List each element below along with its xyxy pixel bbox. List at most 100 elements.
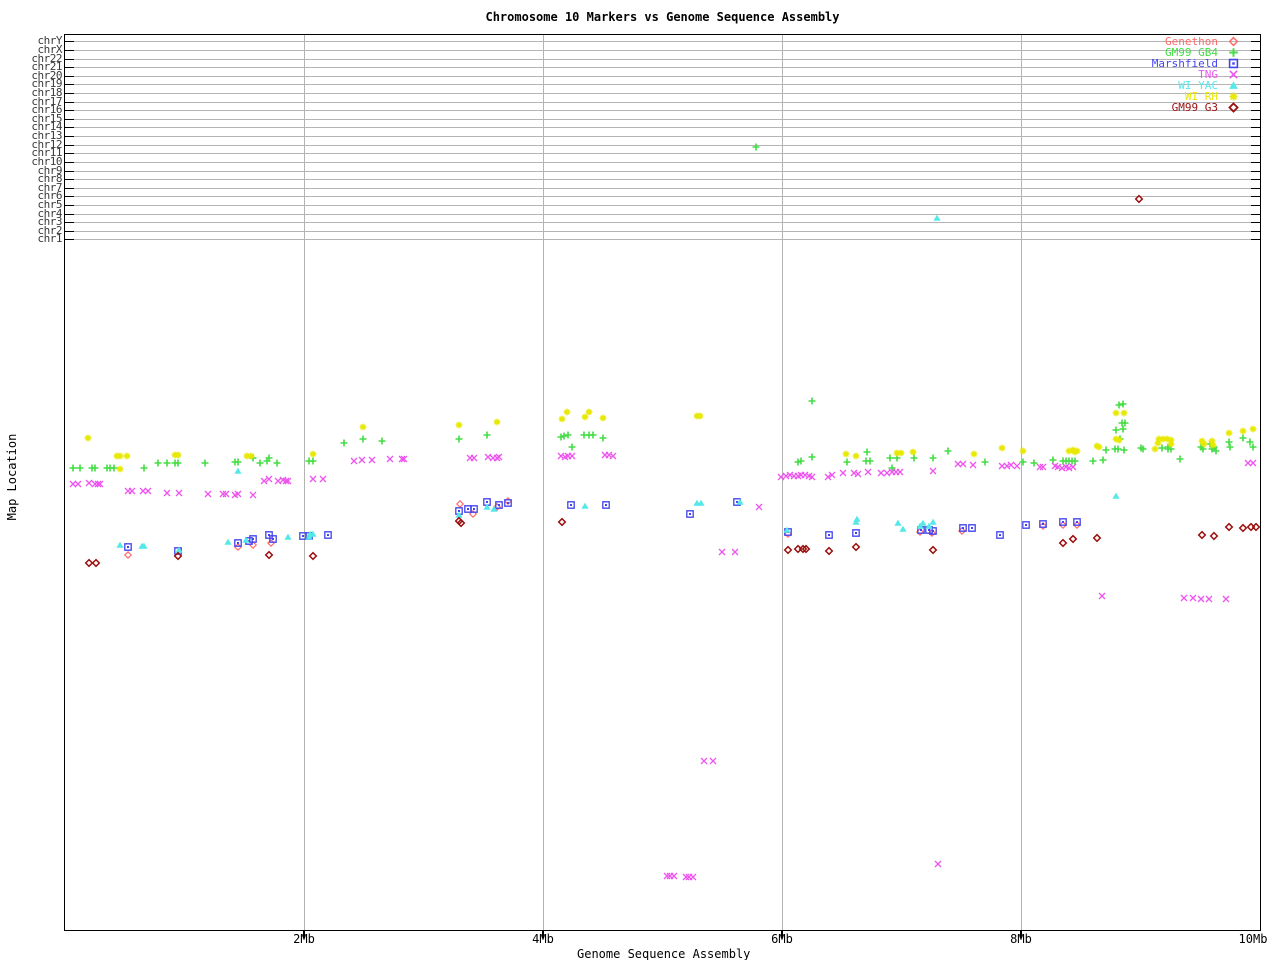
gridline-4mb <box>543 35 544 930</box>
legend-item-marshfield: Marshfield <box>1152 58 1240 69</box>
gm99-g3-marker-icon <box>1228 102 1239 113</box>
chrom-tick-right-chr10 <box>1251 161 1260 163</box>
marshfield-marker-icon <box>1228 58 1239 69</box>
legend-label-gm99-g3: GM99 G3 <box>1171 101 1218 114</box>
chrom-tick-left-chr6 <box>65 196 74 198</box>
gridline-2mb <box>304 35 305 930</box>
chrom-tick-right-chr19 <box>1251 84 1260 86</box>
chrom-tick-right-chr22 <box>1251 58 1260 60</box>
chrom-tick-left-chr12 <box>65 144 74 146</box>
chrom-line-chr11 <box>65 153 1260 155</box>
legend: Genethon GM99 GB4 Marshfield TNG WI YAC WI RH… <box>1152 36 1240 113</box>
x-tick-6mb <box>781 930 783 938</box>
tng-marker-icon <box>1229 70 1238 79</box>
y-tick-label-chr14: chr14 <box>31 120 62 134</box>
y-tick-label-chr13: chr13 <box>31 129 62 143</box>
chrom-tick-right-chr14 <box>1251 127 1260 129</box>
chrom-line-chr20 <box>65 75 1260 77</box>
y-tick-label-chrX: chrX <box>37 42 63 56</box>
chrom-tick-right-chr18 <box>1251 93 1260 94</box>
y-tick-label-chr15: chr15 <box>31 111 62 125</box>
chrom-tick-right-chr11 <box>1251 153 1260 155</box>
y-tick-label-chr3: chr3 <box>37 215 63 229</box>
y-tick-label-chr12: chr12 <box>31 137 62 151</box>
y-tick-label-chr6: chr6 <box>37 189 63 203</box>
x-axis-label: Genome Sequence Assembly <box>577 947 751 960</box>
chrom-tick-left-chrX <box>65 49 74 51</box>
wi-yac-marker-icon <box>1229 81 1238 89</box>
chrom-tick-left-chr7 <box>65 187 74 189</box>
chrom-tick-right-chr8 <box>1251 179 1260 181</box>
chrom-tick-left-chr20 <box>65 75 74 77</box>
plot-area <box>64 34 1261 931</box>
chrom-line-chr8 <box>65 179 1260 181</box>
chrom-line-chrX <box>65 49 1260 51</box>
chrom-line-chr21 <box>65 67 1260 69</box>
y-tick-label-chr19: chr19 <box>31 77 62 91</box>
chrom-line-chr5 <box>65 205 1260 207</box>
chrom-tick-right-chrY <box>1251 41 1260 43</box>
gridline-6mb <box>782 35 783 930</box>
chrom-tick-left-chr13 <box>65 136 74 138</box>
y-tick-label-chr10: chr10 <box>31 154 62 168</box>
chrom-line-chr16 <box>65 110 1260 112</box>
wi-rh-marker-icon <box>1229 92 1238 101</box>
y-tick-label-chr1: chr1 <box>37 232 63 246</box>
chrom-tick-left-chrY <box>65 41 74 43</box>
chrom-line-chr18 <box>65 93 1260 94</box>
chrom-line-chr2 <box>65 230 1260 232</box>
chart-title: Chromosome 10 Markers vs Genome Sequence… <box>485 10 840 24</box>
chrom-tick-right-chr4 <box>1251 213 1260 215</box>
chrom-tick-left-chr22 <box>65 58 74 60</box>
chrom-tick-left-chr15 <box>65 118 74 120</box>
chrom-tick-right-chr12 <box>1251 144 1260 146</box>
y-tick-label-chr22: chr22 <box>31 51 62 65</box>
chrom-line-chr7 <box>65 187 1260 189</box>
chrom-tick-left-chr3 <box>65 222 74 224</box>
chrom-line-chr1 <box>65 239 1260 241</box>
chrom-tick-left-chr11 <box>65 153 74 155</box>
chrom-tick-right-chr3 <box>1251 222 1260 224</box>
chrom-tick-right-chr7 <box>1251 187 1260 189</box>
chrom-tick-left-chr21 <box>65 67 74 69</box>
chrom-tick-right-chr16 <box>1251 110 1260 112</box>
chrom-tick-left-chr16 <box>65 110 74 112</box>
chrom-tick-right-chr20 <box>1251 75 1260 77</box>
y-tick-label-chr20: chr20 <box>31 68 62 82</box>
x-tick-label-4mb: 4Mb <box>532 932 554 946</box>
y-tick-label-chr11: chr11 <box>31 146 62 160</box>
chrom-tick-right-chr21 <box>1251 67 1260 69</box>
gridline-8mb <box>1021 35 1022 930</box>
chrom-tick-right-chr6 <box>1251 196 1260 198</box>
chrom-tick-right-chrX <box>1251 49 1260 51</box>
legend-item-gm99-gb4: GM99 GB4 <box>1152 47 1240 58</box>
chrom-line-chr4 <box>65 213 1260 215</box>
chrom-line-chr19 <box>65 84 1260 86</box>
y-tick-label-chr5: chr5 <box>37 198 63 212</box>
chrom-tick-right-chr17 <box>1251 101 1260 103</box>
x-tick-label-2mb: 2Mb <box>293 932 315 946</box>
y-tick-label-chrY: chrY <box>37 34 63 48</box>
chrom-line-chr17 <box>65 101 1260 103</box>
y-tick-label-chr21: chr21 <box>31 60 62 74</box>
chrom-line-chr13 <box>65 136 1260 138</box>
genethon-marker-icon <box>1228 36 1239 47</box>
legend-item-wi-yac: WI YAC <box>1152 80 1240 91</box>
gm99-gb4-marker-icon <box>1229 48 1238 57</box>
chrom-line-chr9 <box>65 170 1260 172</box>
y-tick-label-chr7: chr7 <box>37 180 63 194</box>
legend-label-tng: TNG <box>1198 68 1218 81</box>
y-tick-label-chr17: chr17 <box>31 94 62 108</box>
chrom-line-chr15 <box>65 118 1260 120</box>
chrom-tick-left-chr14 <box>65 127 74 129</box>
y-axis-label: Map Location <box>5 433 19 521</box>
chrom-tick-right-chr13 <box>1251 136 1260 138</box>
chrom-line-chr22 <box>65 58 1260 60</box>
chrom-tick-right-chr1 <box>1251 239 1260 241</box>
y-tick-label-chr18: chr18 <box>31 86 62 99</box>
chrom-line-chrY <box>65 41 1260 43</box>
chrom-tick-left-chr1 <box>65 239 74 241</box>
legend-label-marshfield: Marshfield <box>1151 57 1218 70</box>
x-tick-8mb <box>1020 930 1022 938</box>
